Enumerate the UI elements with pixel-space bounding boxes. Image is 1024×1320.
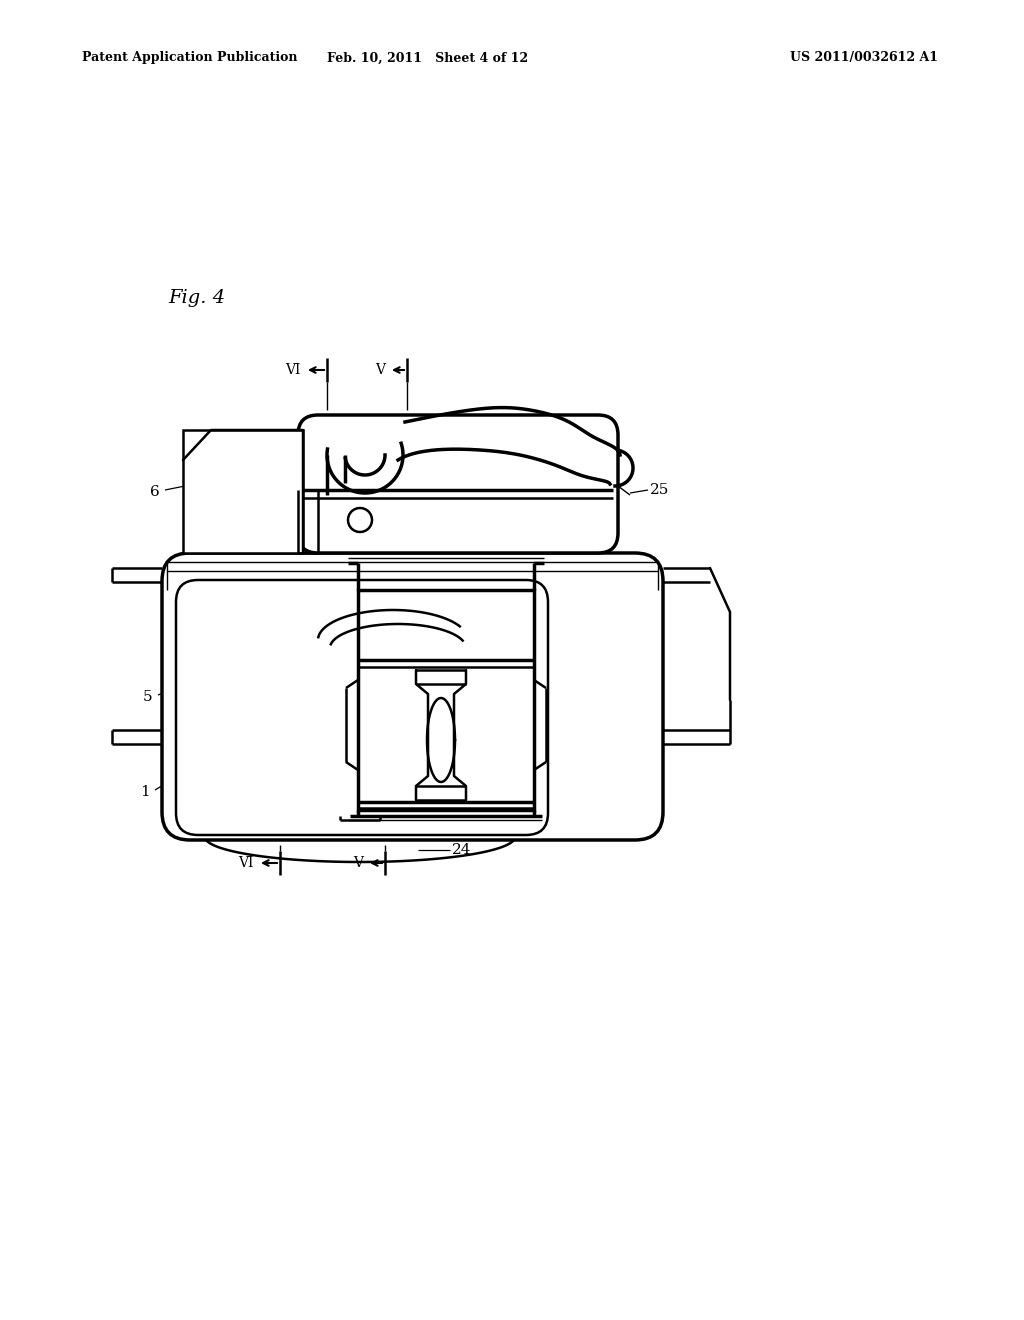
Text: 1: 1 — [140, 785, 150, 799]
Text: 9: 9 — [552, 688, 562, 702]
Text: 24: 24 — [452, 843, 471, 857]
Text: US 2011/0032612 A1: US 2011/0032612 A1 — [790, 51, 938, 65]
Text: VI: VI — [286, 363, 301, 378]
Text: 13: 13 — [552, 713, 571, 727]
FancyBboxPatch shape — [176, 579, 548, 836]
Text: VI: VI — [239, 855, 254, 870]
FancyBboxPatch shape — [162, 553, 663, 840]
Text: Feb. 10, 2011   Sheet 4 of 12: Feb. 10, 2011 Sheet 4 of 12 — [328, 51, 528, 65]
Text: V: V — [375, 363, 385, 378]
Text: 12: 12 — [552, 748, 571, 762]
Bar — [183, 430, 303, 553]
FancyBboxPatch shape — [298, 414, 618, 553]
Text: 25: 25 — [650, 483, 670, 498]
Text: 11: 11 — [552, 628, 571, 642]
Text: V: V — [353, 855, 362, 870]
Text: 6: 6 — [151, 484, 160, 499]
Text: Fig. 4: Fig. 4 — [168, 289, 225, 308]
Bar — [358, 590, 534, 810]
Text: 14: 14 — [552, 653, 571, 667]
Text: 5: 5 — [142, 690, 152, 704]
Text: Patent Application Publication: Patent Application Publication — [82, 51, 298, 65]
Circle shape — [348, 508, 372, 532]
